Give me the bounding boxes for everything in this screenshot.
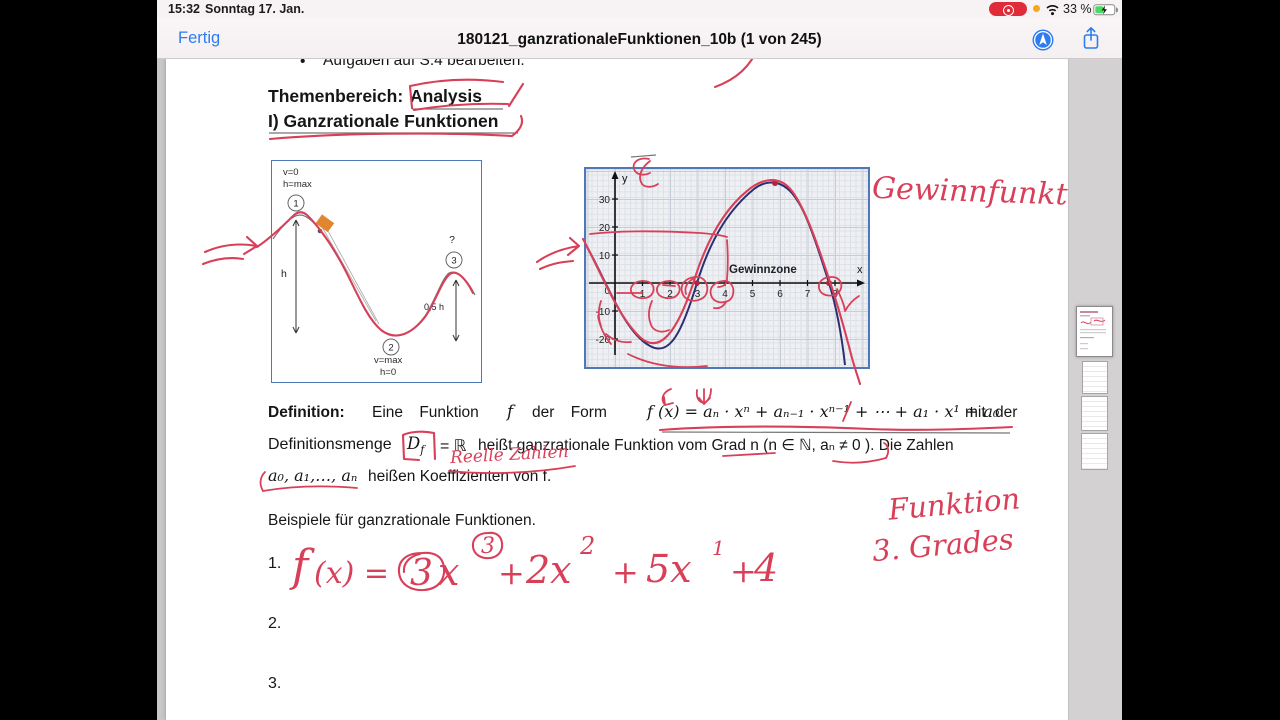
x-tick-label: 4 xyxy=(722,289,728,300)
letterbox-left xyxy=(0,0,157,720)
page-left-edge xyxy=(157,58,166,720)
point-1-label: 1 xyxy=(293,199,298,210)
x-axis-label: x xyxy=(857,264,863,276)
hw-ex1-plus3: + xyxy=(730,552,757,590)
hw-ex1-5x: 5x xyxy=(646,547,692,591)
y-tick-label: 10 xyxy=(599,251,611,262)
heading-topic-label: Themenbereich: xyxy=(268,86,404,106)
y-axis-label: y xyxy=(622,173,628,185)
page-thumbnail-4[interactable] xyxy=(1081,433,1108,470)
definition-l1e: mit der xyxy=(965,404,1018,421)
definition-l1c: der Form xyxy=(532,404,607,421)
label-vmax: v=max xyxy=(374,355,402,366)
y-tick-label: -10 xyxy=(596,307,611,318)
hw-ex1-x: x xyxy=(438,550,460,594)
label-v0: v=0 xyxy=(283,167,299,178)
thumbnail-sidebar[interactable] xyxy=(1068,58,1123,720)
point-2-label: 2 xyxy=(388,343,393,354)
hw-ex1-coeff: 3 xyxy=(410,553,433,594)
letterbox-right xyxy=(1122,0,1280,720)
label-h0: h=0 xyxy=(380,367,396,378)
figure-graph-svg: y x 1 2 3 4 5 6 7 8 30 20 10 0 -10 -20 G… xyxy=(586,171,865,366)
heading-section: I) Ganzrationale Funktionen xyxy=(268,111,499,131)
hw-ex1-args: (x) = xyxy=(314,556,389,591)
examples-heading: Beispiele für ganzrationale Funktionen. xyxy=(268,512,536,529)
zero-point-dot xyxy=(826,280,832,286)
x-axis-arrow xyxy=(857,279,865,287)
figure-gewinnzone-graph: y x 1 2 3 4 5 6 7 8 30 20 10 0 -10 -20 G… xyxy=(584,167,870,369)
charging-bolt-icon xyxy=(1101,5,1107,14)
item-3: 3. xyxy=(268,675,282,692)
gewinnzone-label: Gewinnzone xyxy=(729,264,797,276)
item-1: 1. xyxy=(268,555,282,572)
share-icon[interactable] xyxy=(1081,26,1101,51)
x-tick-label: 1 xyxy=(640,289,646,300)
battery-icon xyxy=(1093,3,1119,15)
definition-formula: f (x) = aₙ · xⁿ + aₙ₋₁ · xⁿ⁻¹ + ⋯ + a₁ ·… xyxy=(647,402,1000,421)
document-title: 180121_ganzrationaleFunktionen_10b (1 vo… xyxy=(457,31,822,48)
axis-ticks xyxy=(612,198,836,340)
hw-ex1-f: f xyxy=(292,541,309,592)
status-date: Sonntag 17. Jan. xyxy=(205,2,305,16)
microphone-indicator-icon xyxy=(1033,5,1040,12)
heading-topic-value: Analysis xyxy=(410,86,482,106)
x-tick-label: 2 xyxy=(667,289,673,300)
task-bullet: • xyxy=(300,53,306,70)
zero-point-dot xyxy=(694,280,700,286)
hw-ex1-exp2: 2 xyxy=(580,532,596,560)
x-tick-label: 6 xyxy=(777,289,783,300)
hw-ex1-exp3: 3 xyxy=(481,534,495,559)
hw-ex1-exp1: 1 xyxy=(712,536,725,560)
screen-recording-indicator-icon[interactable] xyxy=(989,2,1027,16)
y-tick-label: 20 xyxy=(599,223,611,234)
done-button[interactable]: Fertig xyxy=(178,29,221,47)
definition-l2-eq: = ℝ xyxy=(440,438,467,455)
definition-label: Definition: xyxy=(268,404,345,421)
x-tick-label: 5 xyxy=(750,289,756,300)
secant-lines xyxy=(321,226,380,325)
definition-domain-symbol: Df xyxy=(407,434,424,456)
definition-l2a: Definitionsmenge xyxy=(268,436,392,453)
hw-ex1-plus1: + xyxy=(498,554,525,592)
nav-bar: Fertig 180121_ganzrationaleFunktionen_10… xyxy=(157,18,1122,59)
definition-l3a: a₀, a₁,…, aₙ xyxy=(268,466,358,485)
hw-ex1-2x: 2x xyxy=(526,548,572,592)
wifi-icon xyxy=(1046,5,1059,16)
battery-cap xyxy=(1116,7,1119,12)
cart-wheel xyxy=(317,228,323,234)
point-3-label: 3 xyxy=(451,256,456,267)
definition-l1-f: f xyxy=(507,402,514,421)
figure-rollercoaster-svg: v=0 h=max 1 h ? 3 0,5 h 2 v=max h=0 xyxy=(272,167,476,378)
x-tick-label: 7 xyxy=(805,289,811,300)
page-thumbnail-2[interactable] xyxy=(1082,361,1108,394)
definition-l3b: heißen Koeffizienten von f. xyxy=(368,468,552,485)
thumbnail-1-preview xyxy=(1080,311,1106,350)
half-h-label: 0,5 h xyxy=(424,302,444,312)
profit-curve xyxy=(586,181,846,366)
hw-ex1-4: 4 xyxy=(754,546,779,590)
h-label: h xyxy=(281,268,287,280)
pdf-page[interactable] xyxy=(166,58,1068,720)
figure-rollercoaster: v=0 h=max 1 h ? 3 0,5 h 2 v=max h=0 xyxy=(271,160,482,383)
y-tick-label: 30 xyxy=(599,195,611,206)
battery-percent: 33 % xyxy=(1063,2,1092,16)
hw-ex1-plus2: + xyxy=(612,553,639,591)
y-tick-label: -20 xyxy=(596,335,611,346)
page-thumbnail-3[interactable] xyxy=(1081,396,1108,431)
domain-d: D xyxy=(407,434,421,453)
question-label: ? xyxy=(449,234,455,246)
page-thumbnail-1[interactable] xyxy=(1076,306,1113,357)
item-2: 2. xyxy=(268,615,282,632)
y-axis-arrow xyxy=(611,171,619,179)
definition-l1a: Eine Funktion xyxy=(372,404,479,421)
status-time: 15:32 xyxy=(168,2,200,16)
domain-sub-f: f xyxy=(420,443,425,457)
h-arrow xyxy=(292,219,300,334)
half-h-arrow xyxy=(452,279,460,342)
status-bar: 15:32 Sonntag 17. Jan. 33 % xyxy=(157,0,1122,18)
maximum-dot xyxy=(772,180,778,186)
navigation-arrow-icon[interactable] xyxy=(1032,29,1054,51)
label-hmax: h=max xyxy=(283,179,312,190)
